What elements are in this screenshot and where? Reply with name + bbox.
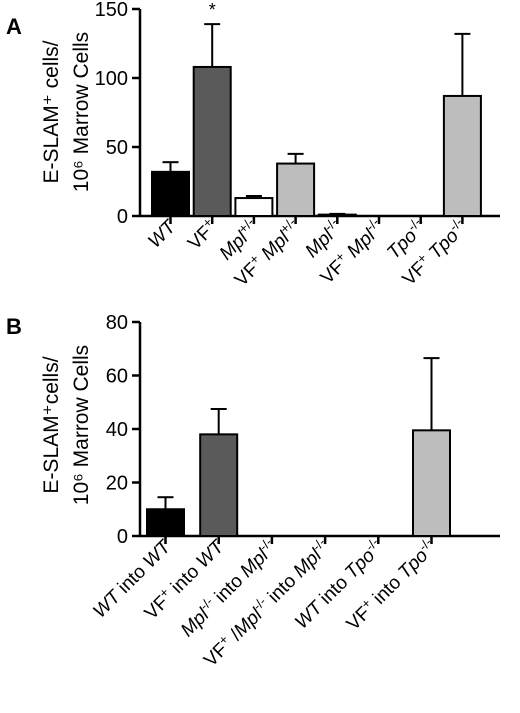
y-tick-label: 0 (117, 206, 128, 228)
y-axis-label: 10⁶ Marrow Cells (70, 345, 93, 505)
y-axis-label: E-SLAM⁺cells/ (40, 356, 63, 493)
bar (412, 429, 451, 537)
bar (199, 433, 239, 538)
y-tick-label: 100 (95, 68, 128, 90)
bar (442, 94, 482, 217)
bar (192, 65, 232, 217)
y-axis-label: 10⁶ Marrow Cells (70, 32, 93, 192)
bar (146, 508, 185, 537)
y-tick-label: 80 (106, 312, 128, 334)
bar (151, 170, 190, 217)
y-tick-label: 60 (106, 366, 128, 388)
x-tick-label: VF+ into Tpo-/- (340, 534, 441, 635)
y-tick-label: 50 (106, 137, 128, 159)
panel-letter: B (6, 314, 22, 339)
y-tick-label: 0 (117, 526, 128, 548)
bar (234, 197, 274, 217)
panel-a: A E-SLAM⁺ cells/10⁶ Marrow Cells 0 50 100 150… (6, 0, 500, 291)
y-axis-label: E-SLAM⁺ cells/ (40, 40, 63, 183)
x-tick-label-part: WT (144, 216, 181, 253)
bar (276, 162, 316, 217)
y-tick-label: 20 (106, 473, 128, 495)
panel-letter: A (6, 14, 22, 39)
panel-b: BE-SLAM⁺cells/10⁶ Marrow Cells020406080W… (6, 312, 500, 671)
y-tick-label: 150 (95, 0, 128, 21)
x-tick-label: WT (144, 216, 181, 253)
y-tick-label: 40 (106, 419, 128, 441)
significance-marker: * (209, 0, 216, 20)
